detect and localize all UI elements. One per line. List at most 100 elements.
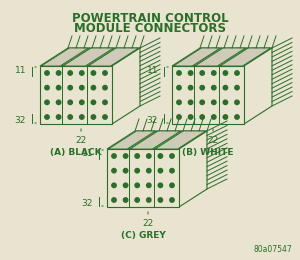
Circle shape (223, 115, 228, 119)
Circle shape (135, 183, 140, 187)
Circle shape (177, 71, 181, 75)
Circle shape (235, 100, 239, 105)
Circle shape (158, 168, 163, 173)
Circle shape (103, 86, 107, 90)
Circle shape (158, 183, 163, 187)
Circle shape (91, 100, 96, 105)
Circle shape (80, 86, 84, 90)
Circle shape (177, 115, 181, 119)
Text: 11: 11 (14, 66, 26, 75)
Circle shape (123, 198, 128, 202)
Circle shape (147, 168, 151, 173)
Circle shape (45, 100, 49, 105)
Circle shape (68, 71, 72, 75)
Circle shape (177, 100, 181, 105)
Circle shape (200, 71, 204, 75)
Text: 11: 11 (146, 66, 158, 75)
Circle shape (147, 183, 151, 187)
Circle shape (56, 100, 61, 105)
Circle shape (212, 71, 216, 75)
Circle shape (135, 154, 140, 158)
Circle shape (223, 71, 228, 75)
Circle shape (91, 71, 96, 75)
Polygon shape (130, 131, 180, 149)
Circle shape (158, 154, 163, 158)
Circle shape (112, 183, 116, 187)
Circle shape (80, 100, 84, 105)
Circle shape (188, 86, 193, 90)
Polygon shape (40, 48, 140, 66)
Text: (A) BLACK: (A) BLACK (50, 148, 102, 157)
Circle shape (68, 115, 72, 119)
Polygon shape (195, 48, 245, 66)
Polygon shape (155, 131, 206, 149)
Polygon shape (107, 131, 207, 149)
Circle shape (212, 100, 216, 105)
Circle shape (80, 71, 84, 75)
Circle shape (200, 100, 204, 105)
Circle shape (200, 115, 204, 119)
Polygon shape (172, 48, 272, 66)
Circle shape (56, 71, 61, 75)
Polygon shape (244, 48, 272, 124)
Circle shape (123, 168, 128, 173)
Text: 32: 32 (15, 115, 26, 125)
Circle shape (170, 168, 174, 173)
Text: MODULE CONNECTORS: MODULE CONNECTORS (74, 22, 226, 35)
Polygon shape (107, 149, 179, 207)
Text: POWERTRAIN CONTROL: POWERTRAIN CONTROL (72, 12, 228, 25)
Circle shape (170, 198, 174, 202)
Circle shape (112, 168, 116, 173)
Polygon shape (41, 48, 88, 66)
Circle shape (56, 115, 61, 119)
Circle shape (56, 86, 61, 90)
Circle shape (45, 115, 49, 119)
Polygon shape (63, 48, 113, 66)
Circle shape (200, 86, 204, 90)
Circle shape (112, 198, 116, 202)
Text: 80a07547: 80a07547 (253, 245, 292, 254)
Polygon shape (112, 48, 140, 124)
Circle shape (80, 115, 84, 119)
Circle shape (212, 115, 216, 119)
Circle shape (68, 100, 72, 105)
Circle shape (103, 71, 107, 75)
Circle shape (158, 198, 163, 202)
Circle shape (170, 154, 174, 158)
Polygon shape (88, 48, 139, 66)
Circle shape (188, 100, 193, 105)
Circle shape (223, 86, 228, 90)
Circle shape (45, 71, 49, 75)
Polygon shape (108, 131, 155, 149)
Polygon shape (179, 131, 207, 207)
Circle shape (235, 86, 239, 90)
Polygon shape (173, 48, 220, 66)
Circle shape (177, 86, 181, 90)
Text: 32: 32 (82, 198, 93, 207)
Circle shape (45, 86, 49, 90)
Circle shape (235, 71, 239, 75)
Polygon shape (172, 66, 244, 124)
Circle shape (91, 115, 96, 119)
Text: 22: 22 (207, 136, 219, 145)
Circle shape (170, 183, 174, 187)
Circle shape (135, 198, 140, 202)
Circle shape (103, 115, 107, 119)
Circle shape (147, 198, 151, 202)
Text: 11: 11 (82, 148, 93, 158)
Polygon shape (40, 66, 112, 124)
Circle shape (112, 154, 116, 158)
Circle shape (188, 71, 193, 75)
Circle shape (103, 100, 107, 105)
Text: (C) GREY: (C) GREY (121, 231, 165, 240)
Circle shape (223, 100, 228, 105)
Circle shape (68, 86, 72, 90)
Text: 22: 22 (75, 136, 87, 145)
Circle shape (135, 168, 140, 173)
Circle shape (91, 86, 96, 90)
Text: 32: 32 (147, 115, 158, 125)
Polygon shape (220, 48, 271, 66)
Text: 22: 22 (142, 219, 154, 228)
Circle shape (123, 183, 128, 187)
Circle shape (212, 86, 216, 90)
